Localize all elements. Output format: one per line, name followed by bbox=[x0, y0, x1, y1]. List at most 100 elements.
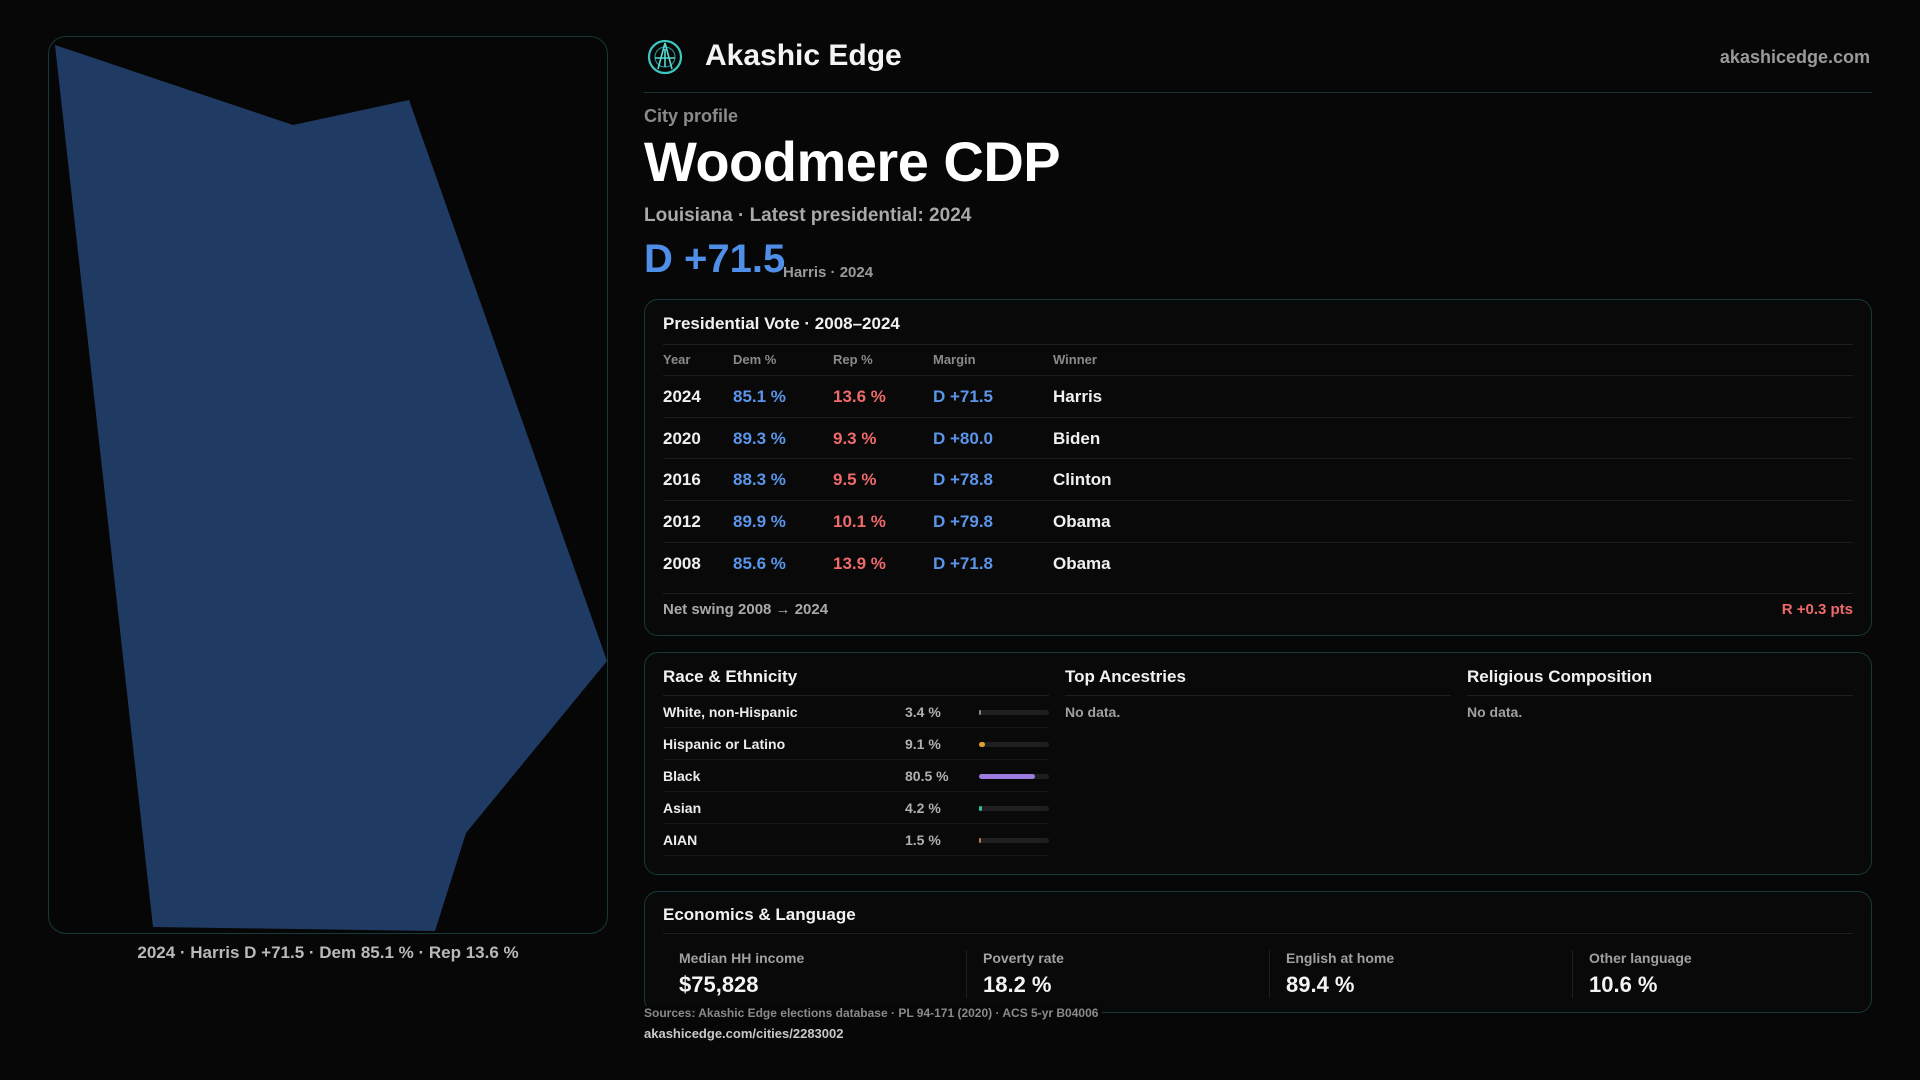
presidential-vote-card: Presidential Vote · 2008–2024 Year Dem %… bbox=[644, 299, 1872, 636]
top-ancestries-section: Top Ancestries No data. bbox=[1065, 667, 1451, 720]
cell-dem: 85.6 % bbox=[733, 554, 786, 573]
race-bar-track bbox=[979, 710, 1049, 715]
cell-winner: Obama bbox=[1053, 554, 1111, 573]
page-subtitle: Louisiana · Latest presidential: 2024 bbox=[644, 205, 972, 226]
cell-dem: 89.9 % bbox=[733, 512, 786, 531]
cell-rep: 9.5 % bbox=[833, 470, 877, 489]
stat-label: Other language bbox=[1589, 950, 1692, 966]
race-label: AIAN bbox=[663, 832, 698, 848]
cell-year: 2016 bbox=[663, 470, 701, 489]
race-bar-fill bbox=[979, 742, 986, 747]
race-bar-track bbox=[979, 838, 1049, 843]
section-title: Race & Ethnicity bbox=[663, 667, 1049, 696]
section-title: Religious Composition bbox=[1467, 667, 1853, 696]
map-caption: 2024 · Harris D +71.5 · Dem 85.1 % · Rep… bbox=[137, 943, 519, 962]
race-bar-track bbox=[979, 742, 1049, 747]
religious-composition-section: Religious Composition No data. bbox=[1467, 667, 1853, 720]
race-row: Asian 4.2 % bbox=[663, 792, 1049, 824]
map-panel bbox=[48, 36, 608, 934]
race-list: White, non-Hispanic 3.4 % Hispanic or Lati… bbox=[663, 696, 1049, 856]
race-label: Asian bbox=[663, 800, 702, 816]
race-bar-fill bbox=[979, 710, 982, 715]
cell-dem: 88.3 % bbox=[733, 470, 786, 489]
brand-name[interactable]: Akashic Edge bbox=[705, 39, 902, 72]
stat-poverty-rate: Poverty rate 18.2 % bbox=[966, 950, 1246, 998]
divider bbox=[663, 933, 1853, 934]
headline-margin-note: Harris · 2024 bbox=[783, 264, 874, 281]
stat-label: English at home bbox=[1286, 950, 1395, 966]
sources-note: Sources: Akashic Edge elections database… bbox=[644, 1006, 1103, 1020]
race-bar-track bbox=[979, 806, 1049, 811]
divider bbox=[663, 593, 1853, 594]
cell-winner: Clinton bbox=[1053, 470, 1112, 489]
page-kicker: City profile bbox=[644, 106, 739, 126]
page-url-link[interactable]: akashicedge.com/cities/2283002 bbox=[644, 1026, 844, 1041]
race-bar-fill bbox=[979, 838, 981, 843]
cell-winner: Obama bbox=[1053, 512, 1111, 531]
column-header-winner: Winner bbox=[1053, 352, 1097, 367]
race-label: Black bbox=[663, 768, 701, 784]
column-header-dem: Dem % bbox=[733, 352, 777, 367]
race-row: Hispanic or Latino 9.1 % bbox=[663, 728, 1049, 760]
race-label: White, non-Hispanic bbox=[663, 704, 798, 720]
cell-rep: 9.3 % bbox=[833, 429, 877, 448]
stat-median-income: Median HH income $75,828 bbox=[663, 950, 943, 998]
section-title: Top Ancestries bbox=[1065, 667, 1451, 696]
stat-value: 10.6 % bbox=[1589, 972, 1658, 997]
card-title: Presidential Vote · 2008–2024 bbox=[663, 314, 900, 333]
site-url-link[interactable]: akashicedge.com bbox=[1719, 47, 1870, 67]
cell-rep: 13.6 % bbox=[833, 387, 886, 406]
stat-label: Poverty rate bbox=[983, 950, 1064, 966]
race-bar-track bbox=[979, 774, 1049, 779]
headline-margin: D +71.5 bbox=[644, 237, 786, 281]
race-percent: 9.1 % bbox=[905, 736, 941, 752]
race-bar-fill bbox=[979, 806, 982, 811]
cell-winner: Biden bbox=[1053, 429, 1101, 448]
stat-value: 18.2 % bbox=[983, 972, 1052, 997]
cell-year: 2008 bbox=[663, 554, 701, 573]
empty-state-text: No data. bbox=[1065, 704, 1121, 720]
cell-rep: 10.1 % bbox=[833, 512, 886, 531]
race-label: Hispanic or Latino bbox=[663, 736, 786, 752]
stat-value: $75,828 bbox=[679, 972, 759, 997]
cell-year: 2020 bbox=[663, 429, 701, 448]
stat-label: Median HH income bbox=[679, 950, 805, 966]
compass-globe-icon[interactable] bbox=[646, 38, 684, 76]
page-title: Woodmere CDP bbox=[644, 130, 1061, 193]
net-swing-value: R +0.3 pts bbox=[1781, 601, 1853, 618]
race-percent: 1.5 % bbox=[905, 832, 941, 848]
table-row: 2012 89.9 % 10.1 % D +79.8 Obama bbox=[663, 500, 1853, 542]
race-bar-fill bbox=[979, 774, 1036, 779]
net-swing-label: Net swing 2008 → 2024 bbox=[663, 601, 829, 618]
cell-dem: 85.1 % bbox=[733, 387, 786, 406]
cell-dem: 89.3 % bbox=[733, 429, 786, 448]
demographics-card: Race & Ethnicity White, non-Hispanic 3.4 … bbox=[644, 652, 1872, 875]
column-header-margin: Margin bbox=[933, 352, 976, 367]
race-percent: 4.2 % bbox=[905, 800, 941, 816]
table-row: 2016 88.3 % 9.5 % D +78.8 Clinton bbox=[663, 458, 1853, 500]
city-boundary-map bbox=[55, 45, 607, 931]
cell-winner: Harris bbox=[1053, 387, 1103, 406]
race-row: AIAN 1.5 % bbox=[663, 824, 1049, 856]
cell-margin: D +71.8 bbox=[933, 554, 994, 573]
race-ethnicity-section: Race & Ethnicity White, non-Hispanic 3.4 … bbox=[663, 667, 1049, 856]
stat-value: 89.4 % bbox=[1286, 972, 1355, 997]
cell-year: 2012 bbox=[663, 512, 701, 531]
card-title: Economics & Language bbox=[663, 905, 856, 924]
column-header-year: Year bbox=[663, 352, 691, 367]
stat-other-language: Other language 10.6 % bbox=[1572, 950, 1852, 998]
table-row: 2024 85.1 % 13.6 % D +71.5 Harris bbox=[663, 375, 1853, 417]
empty-state-text: No data. bbox=[1467, 704, 1523, 720]
cell-margin: D +71.5 bbox=[933, 387, 994, 406]
table-row: 2008 85.6 % 13.9 % D +71.8 Obama bbox=[663, 542, 1853, 584]
race-row: White, non-Hispanic 3.4 % bbox=[663, 696, 1049, 728]
cell-rep: 13.9 % bbox=[833, 554, 886, 573]
race-row: Black 80.5 % bbox=[663, 760, 1049, 792]
race-percent: 80.5 % bbox=[905, 768, 949, 784]
cell-margin: D +80.0 bbox=[933, 429, 994, 448]
city-boundary-shape bbox=[55, 45, 607, 931]
race-percent: 3.4 % bbox=[905, 704, 941, 720]
cell-margin: D +78.8 bbox=[933, 470, 994, 489]
economics-language-card: Economics & Language Median HH income $7… bbox=[644, 891, 1872, 1013]
table-row: 2020 89.3 % 9.3 % D +80.0 Biden bbox=[663, 417, 1853, 459]
